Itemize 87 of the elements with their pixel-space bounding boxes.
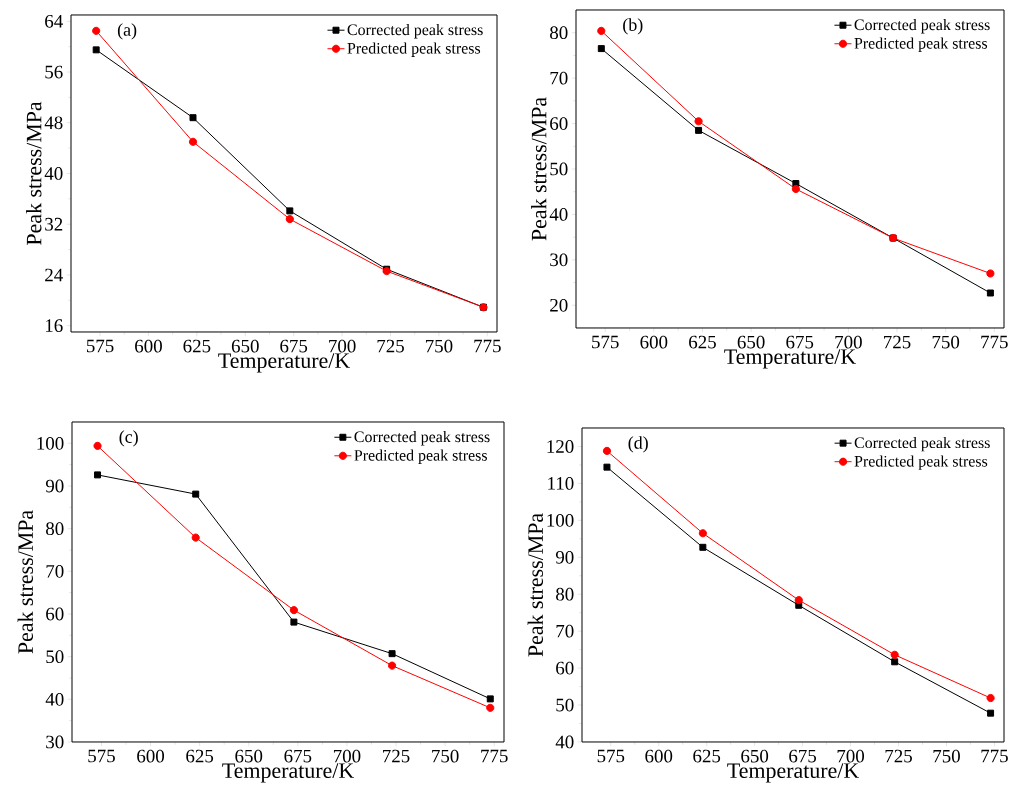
x-tick-label: 675 — [789, 749, 817, 763]
y-tick-label: 100 — [37, 436, 64, 450]
x-tick-label: 625 — [689, 335, 716, 349]
annotation: (d) — [628, 436, 648, 453]
annotation: (c) — [119, 430, 138, 447]
x-tick-label: 775 — [981, 335, 1008, 349]
x-tick-label: 725 — [885, 749, 912, 763]
y-tick-label: 90 — [555, 550, 574, 564]
y-tick-label: 40 — [549, 208, 568, 221]
y-axis-title: Peak stress/MPa — [26, 101, 42, 245]
y-tick-label: 40 — [44, 167, 63, 180]
x-tick-label: 600 — [645, 749, 673, 763]
y-tick-label: 70 — [46, 564, 64, 578]
y-tick-label: 16 — [45, 319, 63, 332]
y-tick-label: 20 — [550, 298, 568, 312]
x-tick-label: 575 — [592, 335, 619, 349]
y-tick-label: 40 — [555, 735, 574, 749]
y-tick-label: 80 — [556, 587, 574, 601]
y-tick-label: 56 — [45, 65, 63, 79]
y-tick-label: 50 — [550, 162, 568, 176]
legend-label: Predicted peak stress — [347, 42, 481, 57]
x-tick-label: 750 — [933, 749, 960, 763]
y-tick-label: 110 — [548, 477, 574, 490]
legend-label: Corrected peak stress — [347, 23, 483, 39]
y-tick-label: 80 — [46, 522, 64, 536]
x-tick-label: 725 — [884, 335, 911, 349]
y-tick-label: 64 — [45, 14, 63, 28]
x-axis-title: Temperature/K — [218, 353, 350, 373]
x-tick-label: 625 — [693, 749, 721, 763]
x-tick-label: 600 — [135, 339, 162, 353]
y-tick-label: 24 — [45, 268, 63, 282]
x-tick-label: 650 — [737, 335, 765, 349]
x-tick-label: 675 — [284, 749, 312, 763]
y-tick-label: 90 — [45, 479, 64, 493]
legend-label: Corrected peak stress — [854, 436, 990, 452]
y-tick-label: 50 — [556, 698, 574, 712]
x-tick-label: 675 — [280, 339, 308, 353]
y-tick-label: 50 — [46, 650, 64, 664]
x-tick-label: 700 — [329, 339, 356, 353]
y-tick-label: 60 — [46, 607, 64, 621]
x-tick-label: 675 — [786, 335, 814, 349]
y-tick-label: 30 — [550, 253, 568, 267]
legend-label: Predicted peak stress — [854, 37, 988, 52]
y-axis-title: Peak stress/MPa — [17, 510, 34, 654]
y-tick-label: 80 — [550, 26, 568, 40]
x-tick-label: 600 — [640, 335, 668, 349]
x-axis-title: Temperature/K — [727, 763, 860, 783]
y-tick-label: 30 — [46, 735, 64, 749]
x-tick-label: 650 — [235, 749, 263, 763]
x-tick-label: 750 — [425, 339, 453, 353]
y-tick-label: 70 — [550, 71, 568, 85]
x-tick-label: 725 — [377, 339, 404, 353]
x-tick-label: 575 — [86, 339, 114, 353]
y-tick-label: 120 — [547, 440, 574, 453]
x-tick-label: 575 — [88, 749, 115, 763]
y-tick-label: 32 — [45, 217, 63, 231]
annotation: (b) — [623, 18, 643, 35]
y-tick-label: 40 — [45, 692, 64, 706]
x-tick-label: 625 — [186, 749, 214, 763]
x-tick-label: 625 — [183, 339, 211, 353]
legend-label: Predicted peak stress — [854, 455, 988, 470]
y-tick-label: 48 — [44, 116, 63, 130]
x-tick-label: 775 — [981, 749, 1008, 763]
y-tick-label: 60 — [550, 117, 568, 130]
x-tick-label: 650 — [741, 749, 769, 763]
x-tick-label: 725 — [383, 749, 410, 763]
x-tick-label: 775 — [481, 749, 508, 763]
x-tick-label: 750 — [932, 335, 960, 349]
x-axis-title: Temperature/K — [222, 763, 355, 783]
x-tick-label: 600 — [137, 749, 165, 763]
x-tick-label: 575 — [597, 749, 625, 763]
x-tick-label: 700 — [837, 749, 865, 763]
x-tick-label: 750 — [432, 749, 459, 763]
x-axis-title: Temperature/K — [724, 349, 857, 369]
y-tick-label: 70 — [556, 624, 574, 638]
y-tick-label: 100 — [547, 513, 574, 527]
legend-label: Corrected peak stress — [854, 18, 990, 34]
y-axis-title: Peak stress/MPa — [531, 97, 547, 241]
x-tick-label: 650 — [231, 339, 259, 353]
y-axis-title: Peak stress/MPa — [527, 513, 544, 657]
x-tick-label: 775 — [474, 339, 501, 353]
x-tick-label: 700 — [835, 335, 862, 349]
annotation: (a) — [117, 23, 137, 40]
x-tick-label: 700 — [333, 749, 361, 763]
y-tick-label: 60 — [556, 661, 574, 675]
legend-label: Corrected peak stress — [354, 430, 490, 446]
legend-label: Predicted peak stress — [354, 449, 487, 464]
